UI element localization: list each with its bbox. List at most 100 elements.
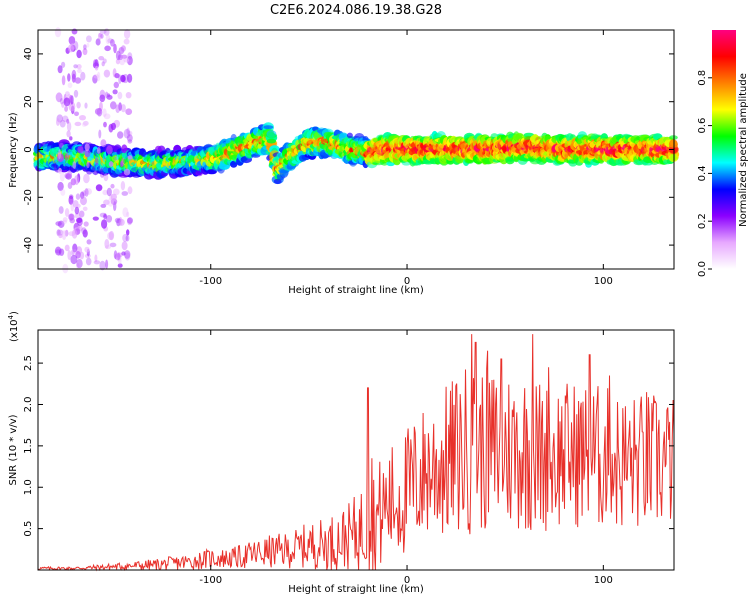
- spectrogram-noise: [105, 259, 109, 269]
- y-tick-label: 1.5: [23, 438, 34, 454]
- spectrogram-noise: [83, 221, 89, 227]
- spectrogram-noise: [74, 77, 82, 84]
- colorbar-tick-label: 0.2: [697, 213, 708, 229]
- colorbar-tick-label: 0.8: [697, 70, 708, 86]
- spectrogram-noise: [62, 217, 68, 223]
- spectrogram-noise: [94, 65, 99, 71]
- spectrogram-noise: [75, 193, 81, 200]
- spectrogram-noise: [126, 229, 130, 236]
- snr-x-label: Height of straight line (km): [288, 584, 424, 595]
- spectrogram-noise: [120, 54, 128, 59]
- y-tick-label: -20: [23, 189, 34, 205]
- spectrogram-noise: [72, 161, 77, 169]
- spectrogram-cell: [670, 152, 677, 162]
- spectrogram-noise: [122, 73, 129, 84]
- spectrogram-noise: [85, 257, 92, 266]
- spectrogram-noise: [71, 229, 78, 239]
- spectrogram-noise: [103, 213, 108, 220]
- spectrogram-noise: [96, 71, 101, 82]
- y-tick-label: 20: [23, 95, 34, 108]
- spectrogram-noise: [117, 252, 121, 261]
- spectrogram-noise: [115, 50, 121, 61]
- spectrogram-noise: [101, 219, 108, 229]
- y-tick-label: 0: [23, 146, 34, 152]
- spectrogram-noise: [103, 69, 111, 78]
- spectrogram-cell: [267, 132, 276, 140]
- spectrogram-noise: [86, 35, 92, 43]
- spectrogram-noise: [104, 45, 111, 52]
- spectrogram-noise: [104, 91, 109, 99]
- spectrogram-noise: [67, 44, 75, 53]
- spectrogram-noise: [80, 71, 86, 81]
- spectrogram-noise: [92, 216, 99, 221]
- spectrogram-noise: [103, 173, 109, 182]
- spectrogram-noise: [93, 260, 101, 265]
- spectrogram-noise: [106, 187, 112, 197]
- spectrogram-noise: [57, 65, 63, 74]
- spectrogram-noise: [125, 234, 130, 242]
- spectrogram-noise: [76, 101, 81, 109]
- spectrogram-noise: [127, 155, 133, 160]
- spectrogram-noise: [120, 181, 126, 191]
- spectrogram-noise: [59, 248, 65, 256]
- spectrogram-noise: [114, 155, 118, 162]
- colorbar-ticks: 0.0 0.2 0.4 0.6 0.8: [697, 70, 712, 277]
- y-tick-label: 0.5: [23, 521, 34, 537]
- spectrogram-noise: [121, 191, 129, 196]
- y-tick-label: 1.0: [23, 479, 34, 495]
- spectrogram-cell: [263, 125, 274, 130]
- spectrogram-cell: [230, 160, 238, 168]
- spectrogram-noise: [98, 129, 102, 139]
- spectrogram-noise: [117, 131, 124, 139]
- spectrogram-noise: [55, 93, 63, 99]
- spectrogram-noise: [79, 115, 86, 121]
- spectrogram-noise: [121, 144, 128, 154]
- spectrogram-cell: [266, 138, 277, 144]
- spectrogram-noise: [121, 241, 128, 251]
- spectrogram-noise: [110, 183, 115, 189]
- spectrogram-noise: [60, 188, 66, 196]
- spectrogram-noise: [71, 28, 78, 35]
- spectrogram-noise: [54, 27, 62, 38]
- spectrogram-noise: [99, 94, 106, 103]
- spectrogram-noise: [94, 108, 102, 115]
- colorbar-tick-label: 0.0: [697, 261, 708, 277]
- spectrogram-noise: [96, 147, 101, 154]
- spectrogram-noise: [100, 33, 104, 39]
- spectrogram-noise: [123, 128, 131, 139]
- spectrogram-noise: [82, 206, 88, 211]
- spectrogram-noise: [127, 217, 133, 224]
- spectrogram-noise: [107, 232, 114, 240]
- spectrogram-noise: [74, 111, 79, 117]
- spectrogram-noise: [83, 173, 90, 184]
- spectrogram-noise: [100, 139, 107, 148]
- spectrogram-noise: [74, 121, 82, 127]
- spectrogram-noise: [80, 196, 87, 206]
- colorbar-tick-label: 0.4: [697, 165, 708, 181]
- spectrogram-noise: [101, 61, 105, 67]
- spectrogram-noise: [70, 254, 78, 265]
- colorbar-label: Normalized spectral amplitude: [738, 73, 749, 227]
- y-tick-label: 2.5: [23, 355, 34, 371]
- spectrogram-noise: [123, 38, 130, 45]
- spectrogram-noise: [84, 102, 88, 109]
- y-tick-label: 2.0: [23, 397, 34, 413]
- spectrogram-noise: [94, 157, 99, 166]
- colorbar-tick-label: 0.6: [697, 118, 708, 134]
- spectrogram-noise: [62, 115, 69, 123]
- x-tick-label: -100: [199, 276, 222, 287]
- spectrogram-noise: [70, 178, 77, 186]
- spectrogram-x-label: Height of straight line (km): [288, 285, 424, 296]
- spectrogram-noise: [110, 122, 116, 131]
- spectrogram-noise: [103, 113, 111, 120]
- spectrogram-noise: [74, 206, 80, 215]
- spectrogram-noise: [81, 122, 87, 127]
- spectrogram-noise: [127, 186, 133, 195]
- spectrogram-noise: [64, 105, 68, 112]
- spectrogram-cell: [346, 132, 353, 139]
- snr-y-multiplier: (x104): [7, 311, 20, 342]
- spectrogram-noise: [66, 130, 71, 138]
- spectrogram-noise: [76, 217, 83, 223]
